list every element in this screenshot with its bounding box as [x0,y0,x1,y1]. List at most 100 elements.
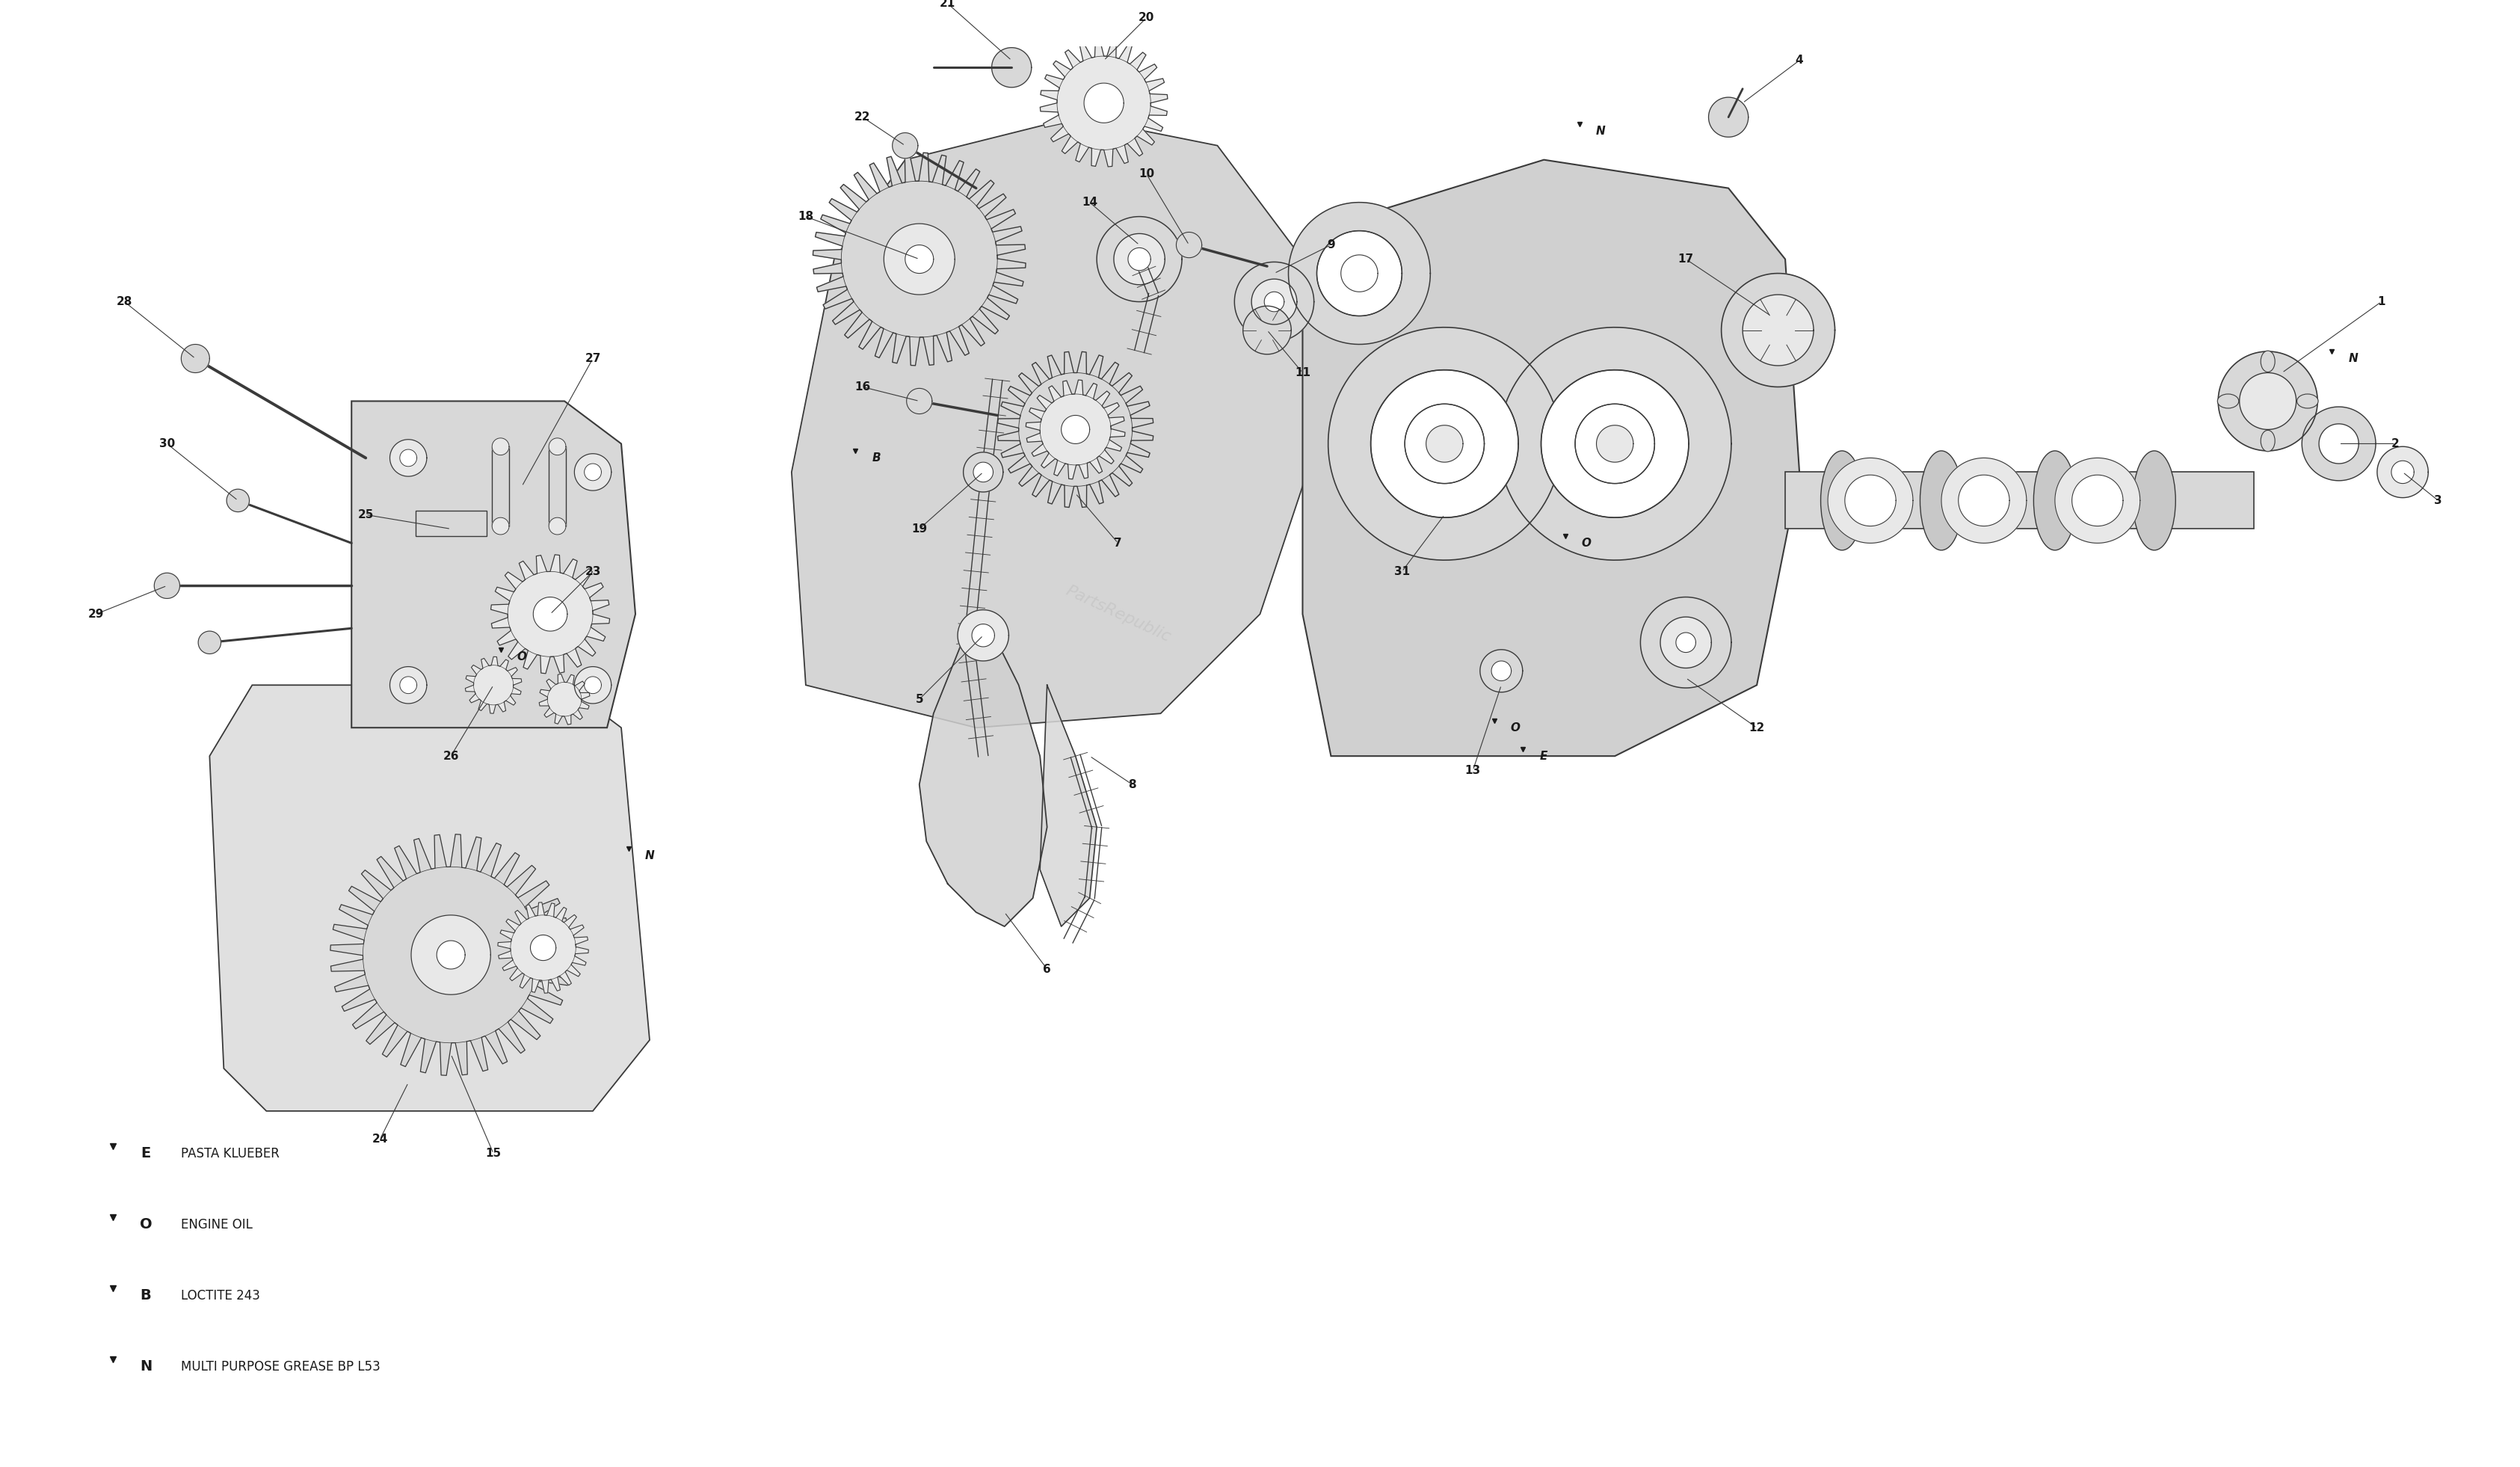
Ellipse shape [1819,450,1862,550]
Text: N: N [139,1360,151,1373]
Polygon shape [1721,273,1835,387]
Text: 8: 8 [1129,779,1137,791]
Text: 1: 1 [2376,296,2386,308]
Polygon shape [199,631,222,654]
Ellipse shape [2296,395,2318,408]
Polygon shape [529,934,557,961]
Text: 18: 18 [799,211,814,222]
Polygon shape [1026,380,1124,480]
Text: B: B [1008,0,1016,1]
Polygon shape [499,902,590,993]
Polygon shape [1404,403,1484,484]
Polygon shape [1177,232,1202,258]
Polygon shape [1744,295,1814,365]
Polygon shape [534,597,567,631]
Polygon shape [491,555,610,673]
Polygon shape [905,245,932,273]
Polygon shape [436,940,466,970]
Polygon shape [1575,403,1656,484]
Text: 16: 16 [854,381,869,393]
Text: N: N [1595,126,1605,136]
Polygon shape [1676,632,1696,653]
Text: 27: 27 [585,354,600,364]
Text: 24: 24 [373,1134,388,1146]
Polygon shape [1242,307,1290,354]
Ellipse shape [2218,395,2238,408]
Text: N: N [2349,354,2359,364]
Polygon shape [575,666,612,704]
Text: PASTA KLUEBER: PASTA KLUEBER [181,1147,280,1160]
Text: 2: 2 [2391,439,2399,449]
Polygon shape [1114,233,1164,285]
Text: 13: 13 [1464,764,1482,776]
Text: B: B [872,452,882,464]
Polygon shape [401,449,416,467]
Polygon shape [401,676,416,694]
Polygon shape [2071,475,2122,527]
Polygon shape [549,518,567,534]
Text: N: N [645,849,655,861]
Polygon shape [973,462,993,483]
Polygon shape [466,657,522,713]
Polygon shape [1084,84,1124,123]
Polygon shape [1542,370,1688,518]
Polygon shape [1479,650,1522,692]
Polygon shape [1252,279,1298,324]
Polygon shape [1426,425,1464,462]
Polygon shape [1661,618,1711,667]
Polygon shape [1958,475,2008,527]
Polygon shape [209,685,650,1111]
Polygon shape [998,352,1154,508]
Polygon shape [1265,292,1285,311]
Polygon shape [791,117,1318,728]
Text: ENGINE OIL: ENGINE OIL [181,1218,252,1231]
Polygon shape [1404,403,1484,484]
Polygon shape [391,440,426,477]
Text: 12: 12 [1749,722,1764,734]
Polygon shape [1542,370,1688,518]
Text: 4: 4 [1794,54,1804,66]
Text: 23: 23 [585,566,600,577]
Polygon shape [1328,327,1560,560]
Polygon shape [539,673,590,725]
Text: O: O [139,1218,151,1232]
Text: 14: 14 [1081,197,1099,208]
Polygon shape [549,439,567,455]
Text: O: O [517,651,527,662]
Text: 22: 22 [854,111,869,123]
Text: LOCTITE 243: LOCTITE 243 [181,1289,260,1303]
Text: PartsRepublic: PartsRepublic [1063,584,1172,645]
Text: 26: 26 [444,751,459,761]
Polygon shape [1096,217,1182,302]
Text: 15: 15 [486,1149,501,1159]
Polygon shape [1940,458,2026,543]
Polygon shape [2218,352,2318,450]
Polygon shape [154,574,179,599]
Ellipse shape [1920,450,1963,550]
Text: 6: 6 [1043,964,1051,974]
Ellipse shape [2260,351,2276,373]
Polygon shape [2240,373,2296,430]
Polygon shape [1303,160,1799,756]
Polygon shape [1709,97,1749,136]
Polygon shape [2376,446,2429,497]
Text: 17: 17 [1678,254,1693,264]
Text: 31: 31 [1394,566,1409,577]
Text: 25: 25 [358,509,373,521]
Polygon shape [1575,403,1656,484]
Polygon shape [958,610,1008,662]
Bar [549,446,567,527]
Polygon shape [575,453,612,490]
Bar [491,446,509,527]
Polygon shape [973,623,995,647]
Polygon shape [585,464,602,481]
Text: 11: 11 [1295,367,1310,378]
Polygon shape [1492,662,1512,681]
Ellipse shape [2132,450,2175,550]
Polygon shape [1041,685,1096,927]
Polygon shape [1371,370,1520,518]
Text: 21: 21 [940,0,955,9]
Polygon shape [1318,230,1401,315]
Text: 7: 7 [1114,537,1121,549]
Polygon shape [1235,263,1313,342]
